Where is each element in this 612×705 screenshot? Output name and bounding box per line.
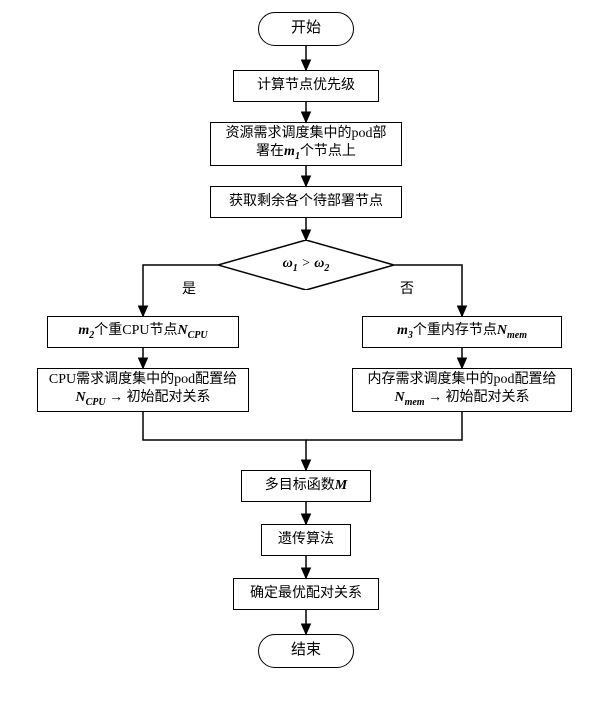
node-genetic-label: 遗传算法 (278, 531, 334, 549)
label-no: 否 (400, 278, 414, 298)
node-calc-priority: 计算节点优先级 (233, 70, 379, 102)
node-end: 结束 (258, 634, 354, 668)
node-get-remaining: 获取剩余各个待部署节点 (210, 186, 402, 218)
node-mem-config-label: 内存需求调度集中的pod配置给Nmem → 初始配对关系 (361, 371, 563, 409)
node-m3-mem-label: m3个重内存节点Nmem (397, 322, 527, 342)
node-cpu-config-label: CPU需求调度集中的pod配置给NCPU → 初始配对关系 (46, 371, 240, 409)
node-get-remaining-label: 获取剩余各个待部署节点 (229, 193, 383, 211)
node-calc-priority-label: 计算节点优先级 (257, 77, 355, 95)
node-mem-config: 内存需求调度集中的pod配置给Nmem → 初始配对关系 (352, 368, 572, 412)
node-genetic: 遗传算法 (261, 524, 351, 556)
node-multi-obj-label: 多目标函数M (265, 477, 347, 495)
node-best-pair-label: 确定最优配对关系 (250, 585, 362, 603)
label-yes: 是 (182, 278, 196, 298)
node-start: 开始 (258, 12, 354, 46)
node-cpu-config: CPU需求调度集中的pod配置给NCPU → 初始配对关系 (37, 368, 249, 412)
edge-left-merge (143, 412, 306, 470)
node-end-label: 结束 (291, 641, 321, 661)
edge-right-merge (306, 412, 462, 440)
node-deploy-m1-label: 资源需求调度集中的pod部署在m1个节点上 (219, 125, 393, 163)
node-m3-mem: m3个重内存节点Nmem (362, 316, 562, 348)
node-multi-obj: 多目标函数M (241, 470, 371, 502)
node-m2-cpu-label: m2个重CPU节点NCPU (78, 322, 207, 342)
node-m2-cpu: m2个重CPU节点NCPU (47, 316, 239, 348)
node-deploy-m1: 资源需求调度集中的pod部署在m1个节点上 (210, 122, 402, 166)
node-decision: ω1 > ω2 (218, 240, 394, 290)
node-best-pair: 确定最优配对关系 (233, 578, 379, 610)
node-start-label: 开始 (291, 19, 321, 39)
edge-decision-left (143, 265, 218, 316)
node-decision-label: ω1 > ω2 (218, 256, 394, 274)
